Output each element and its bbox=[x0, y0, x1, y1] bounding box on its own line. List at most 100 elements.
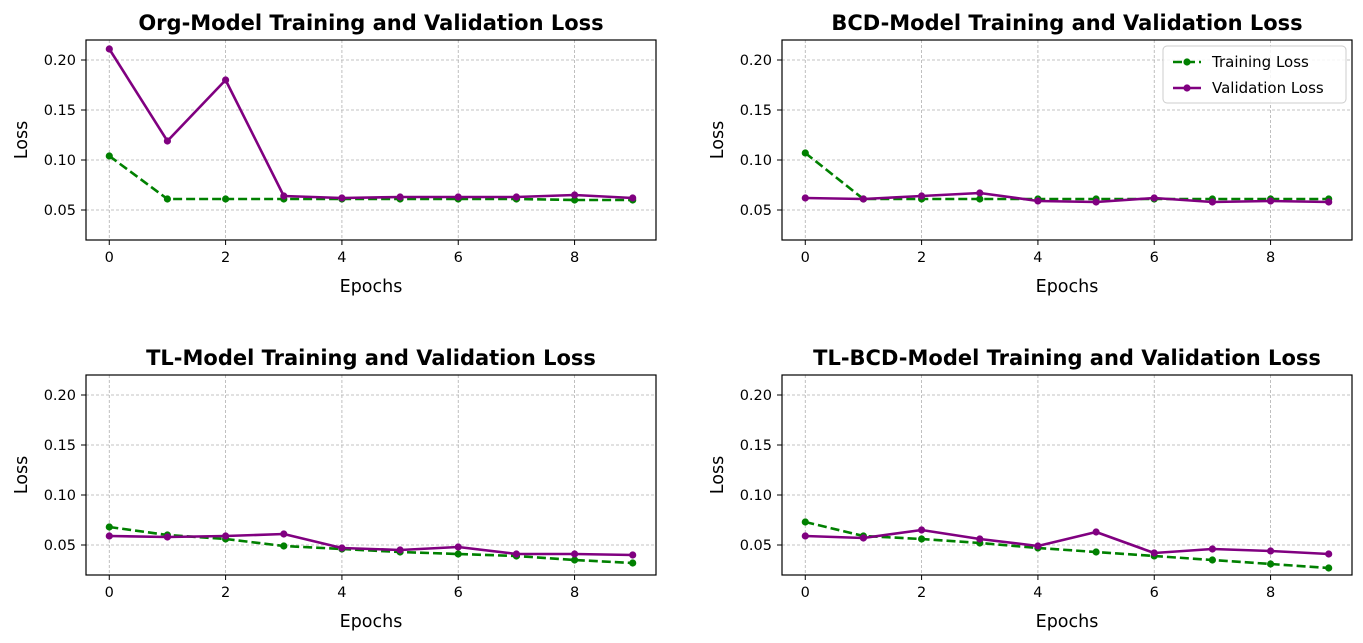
data-point-validation bbox=[1208, 545, 1216, 553]
y-tick-label: 0.15 bbox=[44, 438, 76, 454]
x-tick-label: 6 bbox=[454, 250, 463, 266]
data-point-validation bbox=[1325, 550, 1333, 558]
x-tick-label: 4 bbox=[337, 585, 346, 601]
subplot-tl-model: 0 2 4 6 8 0.05 0.10 0.15 0.20 TL-Model Training a… bbox=[12, 346, 657, 632]
legend-box bbox=[1162, 45, 1347, 104]
data-point-training bbox=[1267, 560, 1275, 568]
y-tick-label: 0.05 bbox=[740, 538, 772, 554]
series-line-validation bbox=[109, 532, 633, 557]
y-tick-label: 0.15 bbox=[44, 103, 76, 119]
data-point-training bbox=[105, 152, 113, 160]
y-tick-label: 0.05 bbox=[740, 203, 772, 219]
data-point-validation bbox=[280, 192, 288, 200]
y-tick-label: 0.15 bbox=[740, 438, 772, 454]
chart-title: TL-BCD-Model Training and Validation Los… bbox=[813, 346, 1321, 370]
data-point-training bbox=[918, 535, 926, 543]
data-point-validation bbox=[512, 550, 521, 558]
data-point-validation bbox=[918, 526, 926, 534]
data-point-validation bbox=[338, 544, 346, 552]
data-point-validation bbox=[859, 534, 868, 542]
data-point-validation bbox=[629, 194, 637, 202]
y-tick-label: 0.15 bbox=[740, 103, 772, 119]
data-point-validation bbox=[454, 193, 462, 201]
data-point-validation bbox=[976, 189, 984, 197]
data-point-training bbox=[105, 523, 113, 531]
data-point-validation bbox=[918, 192, 926, 200]
data-point-validation bbox=[1092, 198, 1100, 206]
axes-frame bbox=[781, 374, 1353, 576]
subplot-bcd-model: 0 2 4 6 8 0.05 0.10 0.15 0.20 BCD-Model Training … bbox=[708, 11, 1353, 297]
data-point-validation bbox=[1208, 198, 1216, 206]
x-axis-label: Epochs bbox=[1036, 277, 1099, 297]
data-point-training bbox=[222, 195, 230, 203]
data-point-validation bbox=[163, 137, 171, 145]
data-point-training bbox=[454, 550, 462, 558]
y-axis-label: Loss bbox=[12, 456, 32, 494]
data-point-validation bbox=[396, 546, 404, 554]
data-point-validation bbox=[105, 45, 113, 53]
y-tick-label: 0.05 bbox=[44, 203, 76, 219]
x-tick-label: 6 bbox=[454, 585, 463, 601]
x-tick-label: 2 bbox=[917, 250, 926, 266]
data-point-validation bbox=[454, 543, 462, 551]
y-tick-label: 0.10 bbox=[44, 488, 76, 504]
x-axis-label: Epochs bbox=[340, 612, 403, 632]
data-point-training bbox=[629, 559, 637, 567]
series-line-training bbox=[109, 525, 633, 565]
y-tick-label: 0.20 bbox=[44, 388, 76, 404]
plot-area bbox=[86, 375, 656, 575]
axes-frame bbox=[85, 374, 657, 576]
data-point-validation bbox=[1034, 197, 1042, 205]
data-point-validation bbox=[105, 532, 113, 540]
data-point-training bbox=[976, 195, 984, 203]
x-tick-label: 8 bbox=[570, 250, 579, 266]
data-point-validation bbox=[976, 535, 984, 543]
data-point-validation bbox=[859, 195, 868, 203]
series-line-training bbox=[108, 154, 633, 202]
x-tick-label: 0 bbox=[105, 585, 114, 601]
series-line-validation bbox=[805, 528, 1329, 556]
data-point-validation bbox=[1325, 198, 1333, 206]
data-point-validation bbox=[1034, 542, 1042, 550]
series-line-training bbox=[804, 151, 1329, 201]
y-tick-label: 0.10 bbox=[740, 153, 772, 169]
x-tick-label: 2 bbox=[221, 250, 230, 266]
y-tick-label: 0.20 bbox=[740, 53, 772, 69]
data-point-validation bbox=[1267, 197, 1275, 205]
x-tick-label: 8 bbox=[1266, 585, 1275, 601]
data-point-validation bbox=[396, 193, 404, 201]
series-line-validation bbox=[805, 191, 1329, 204]
x-axis-label: Epochs bbox=[340, 277, 403, 297]
series-line-validation bbox=[108, 48, 633, 200]
x-tick-label: 4 bbox=[1033, 585, 1042, 601]
data-point-validation bbox=[571, 191, 579, 199]
data-point-validation bbox=[163, 533, 171, 541]
y-tick-label: 0.20 bbox=[44, 53, 76, 69]
x-tick-label: 8 bbox=[1266, 250, 1275, 266]
data-point-validation bbox=[571, 550, 579, 558]
data-point-validation bbox=[222, 532, 230, 540]
data-point-training bbox=[571, 556, 579, 564]
data-point-training bbox=[280, 542, 288, 550]
y-tick-label: 0.05 bbox=[44, 538, 76, 554]
data-point-validation bbox=[801, 194, 809, 202]
x-tick-label: 2 bbox=[917, 585, 926, 601]
x-tick-label: 8 bbox=[570, 585, 579, 601]
data-point-training bbox=[1208, 556, 1216, 564]
y-tick-label: 0.20 bbox=[740, 388, 772, 404]
y-axis-label: Loss bbox=[708, 121, 728, 159]
data-point-validation bbox=[1092, 528, 1100, 536]
data-point-validation bbox=[512, 193, 521, 201]
x-tick-label: 0 bbox=[801, 585, 810, 601]
data-point-validation bbox=[1150, 549, 1158, 557]
axes-frame bbox=[85, 39, 657, 241]
axes-frame bbox=[781, 39, 1353, 241]
x-tick-label: 6 bbox=[1150, 250, 1159, 266]
x-tick-label: 6 bbox=[1150, 585, 1159, 601]
subplot-tl-bcd-model: 0 2 4 6 8 0.05 0.10 0.15 0.20 TL-BCD-Model Traini… bbox=[708, 346, 1353, 632]
chart-title: TL-Model Training and Validation Loss bbox=[146, 346, 596, 370]
data-point-validation bbox=[222, 76, 230, 84]
y-tick-label: 0.10 bbox=[44, 153, 76, 169]
x-tick-label: 4 bbox=[337, 250, 346, 266]
x-tick-label: 0 bbox=[801, 250, 810, 266]
